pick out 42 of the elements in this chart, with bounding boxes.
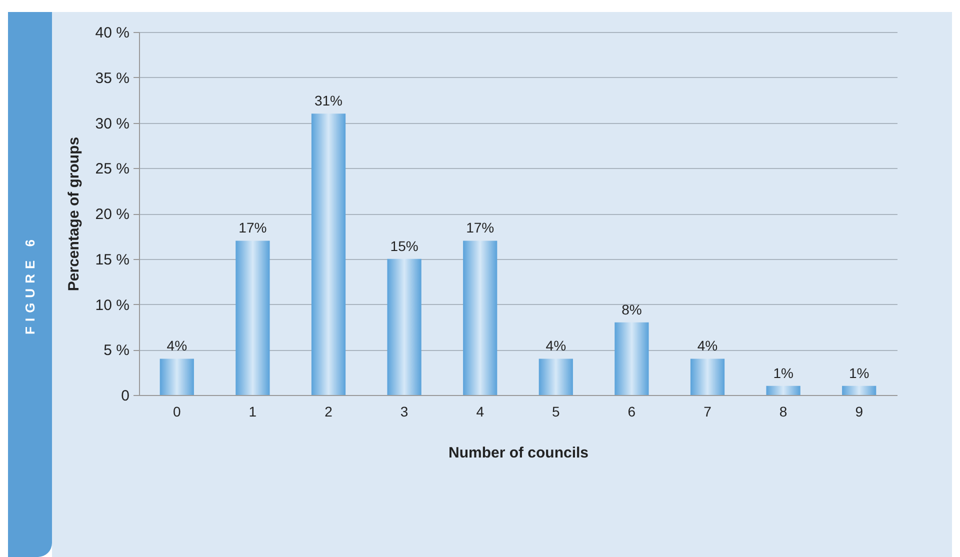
x-tick-label: 7 xyxy=(704,404,712,420)
x-tick-label: 2 xyxy=(324,404,333,420)
data-label: 1% xyxy=(773,364,794,381)
x-tick-label: 3 xyxy=(400,404,408,420)
x-tick-label: 1 xyxy=(248,404,257,420)
data-label: 17% xyxy=(238,220,267,236)
data-label: 8% xyxy=(622,301,642,318)
data-label: 17% xyxy=(466,220,494,236)
y-tick-label: 0 xyxy=(121,388,130,404)
x-tick-label: 0 xyxy=(173,404,181,420)
y-tick-label: 40 % xyxy=(95,24,130,42)
y-axis-title: Percentage of groups xyxy=(65,136,82,292)
data-label: 1% xyxy=(848,364,870,381)
y-tick-label: 5 % xyxy=(104,342,130,360)
y-tick-label: 10 % xyxy=(95,296,130,314)
bar xyxy=(538,358,573,395)
y-tick-label: 30 % xyxy=(95,115,130,132)
y-tick-label: 15 % xyxy=(95,251,130,268)
x-tick-label: 9 xyxy=(855,404,864,420)
bar xyxy=(842,386,876,395)
bar xyxy=(236,240,270,395)
bar xyxy=(463,240,498,395)
bar xyxy=(690,358,725,395)
data-label: 4% xyxy=(546,338,566,354)
x-axis-title: Number of councils xyxy=(448,444,589,462)
data-label: 4% xyxy=(697,338,718,354)
data-label: 15% xyxy=(390,238,418,254)
bar xyxy=(160,358,194,395)
caption: FIGURE 6 xyxy=(22,234,38,334)
x-tick-label: 8 xyxy=(779,404,788,420)
data-label: 31% xyxy=(314,92,343,109)
bar xyxy=(311,114,346,395)
bar xyxy=(387,258,422,395)
x-tick-label: 6 xyxy=(628,404,636,420)
y-tick-label: 35 % xyxy=(95,70,130,87)
y-tick-label: 25 % xyxy=(95,160,130,178)
x-tick-label: 5 xyxy=(552,404,560,420)
x-tick-label: 4 xyxy=(476,404,484,420)
bar xyxy=(614,322,649,395)
data-label: 4% xyxy=(166,338,188,354)
bar xyxy=(766,386,800,395)
y-tick-label: 20 % xyxy=(95,206,130,223)
